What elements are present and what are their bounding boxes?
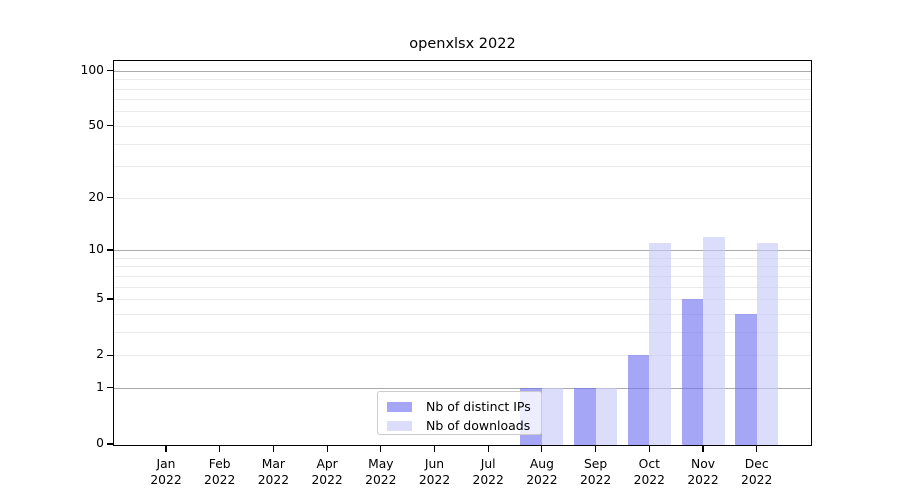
gridline-minor-8 bbox=[114, 266, 811, 268]
legend: Nb of distinct IPs Nb of downloads bbox=[377, 391, 542, 435]
gridline-minor-60 bbox=[114, 111, 811, 113]
gridline-minor-50 bbox=[114, 125, 811, 127]
y-tick-label-1: 1 bbox=[96, 380, 104, 395]
legend-label-distinct-ips: Nb of distinct IPs bbox=[426, 399, 531, 414]
bar-nb-of-downloads-nov-2022 bbox=[703, 236, 725, 445]
y-tick-label-2: 2 bbox=[96, 347, 104, 362]
y-tick-label-100: 100 bbox=[80, 62, 104, 77]
y-tick-2 bbox=[107, 354, 113, 356]
y-tick-label-20: 20 bbox=[88, 189, 104, 204]
bar-nb-of-distinct-ips-sep-2022 bbox=[574, 387, 596, 445]
bar-nb-of-distinct-ips-dec-2022 bbox=[735, 313, 757, 445]
gridline-minor-30 bbox=[114, 166, 811, 168]
gridline-minor-40 bbox=[114, 143, 811, 145]
x-tick-7 bbox=[487, 446, 489, 452]
y-tick-50 bbox=[107, 125, 113, 127]
x-tick-label-6: Jun 2022 bbox=[418, 457, 451, 487]
x-tick-label-1: Jan 2022 bbox=[150, 457, 182, 487]
bar-nb-of-downloads-dec-2022 bbox=[756, 243, 779, 445]
gridline-minor-7 bbox=[114, 275, 811, 277]
x-tick-1 bbox=[165, 446, 167, 452]
gridline-major-100 bbox=[114, 70, 811, 72]
bar-nb-of-distinct-ips-nov-2022 bbox=[681, 299, 703, 445]
x-tick-label-11: Nov 2022 bbox=[687, 457, 719, 487]
x-tick-10 bbox=[648, 446, 650, 452]
y-tick-100 bbox=[107, 70, 113, 72]
x-tick-2 bbox=[219, 446, 221, 452]
x-tick-6 bbox=[433, 446, 436, 452]
x-tick-9 bbox=[595, 446, 597, 452]
x-tick-label-8: Aug 2022 bbox=[526, 457, 558, 487]
legend-item-distinct-ips: Nb of distinct IPs bbox=[387, 399, 541, 414]
gridline-minor-80 bbox=[114, 88, 811, 90]
x-tick-8 bbox=[541, 446, 543, 452]
y-tick-label-0: 0 bbox=[96, 436, 104, 451]
y-tick-label-5: 5 bbox=[96, 291, 104, 306]
y-tick-5 bbox=[107, 298, 113, 300]
x-tick-label-3: Mar 2022 bbox=[257, 457, 290, 487]
bar-nb-of-downloads-sep-2022 bbox=[595, 387, 618, 445]
y-tick-label-50: 50 bbox=[88, 118, 104, 133]
gridline-minor-20 bbox=[114, 197, 811, 199]
plot-area bbox=[114, 61, 811, 445]
y-tick-20 bbox=[107, 197, 113, 199]
gridline-minor-2 bbox=[114, 355, 811, 357]
x-tick-12 bbox=[756, 446, 758, 452]
x-tick-label-2: Feb 2022 bbox=[204, 457, 236, 487]
x-tick-label-7: Jul 2022 bbox=[472, 457, 504, 487]
y-tick-0 bbox=[107, 443, 113, 445]
legend-label-downloads: Nb of downloads bbox=[426, 418, 531, 433]
x-tick-3 bbox=[272, 446, 274, 452]
x-tick-4 bbox=[326, 446, 328, 452]
gridline-minor-90 bbox=[114, 79, 811, 81]
legend-swatch-downloads bbox=[387, 420, 412, 431]
x-tick-label-12: Dec 2022 bbox=[741, 457, 773, 487]
y-tick-label-10: 10 bbox=[88, 242, 104, 257]
gridline-minor-6 bbox=[114, 286, 811, 288]
gridline-minor-4 bbox=[114, 313, 811, 315]
gridline-minor-3 bbox=[114, 331, 811, 333]
gridline-major-1 bbox=[114, 387, 811, 389]
legend-swatch-distinct-ips bbox=[387, 401, 412, 412]
bar-nb-of-distinct-ips-oct-2022 bbox=[627, 355, 650, 445]
x-tick-label-4: Apr 2022 bbox=[311, 457, 343, 487]
gridline-minor-5 bbox=[114, 299, 811, 300]
legend-item-downloads: Nb of downloads bbox=[387, 418, 541, 433]
x-tick-label-5: May 2022 bbox=[365, 457, 397, 487]
gridline-major-10 bbox=[114, 250, 811, 251]
y-tick-1 bbox=[107, 387, 113, 389]
x-tick-5 bbox=[380, 446, 382, 452]
gridline-minor-9 bbox=[114, 257, 811, 259]
bar-nb-of-downloads-oct-2022 bbox=[649, 243, 671, 445]
x-tick-label-10: Oct 2022 bbox=[633, 457, 665, 487]
x-tick-label-9: Sep 2022 bbox=[579, 457, 612, 487]
x-tick-11 bbox=[702, 446, 704, 452]
chart-title: openxlsx 2022 bbox=[409, 36, 516, 52]
gridline-minor-70 bbox=[114, 99, 811, 101]
y-tick-10 bbox=[107, 249, 113, 251]
bar-nb-of-downloads-aug-2022 bbox=[541, 387, 564, 445]
